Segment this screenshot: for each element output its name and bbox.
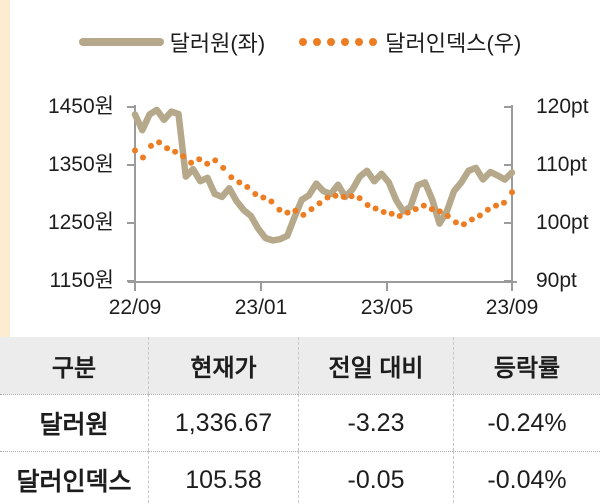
y-right-tick-110: 110pt bbox=[536, 153, 587, 176]
quote-table: 구분 현재가 전일 대비 등락률 달러원 1,336.67 -3.23 -0.2… bbox=[0, 337, 600, 504]
table-row-dxy-label: 달러인덱스 bbox=[0, 451, 148, 504]
dxy-dot bbox=[452, 219, 459, 226]
dxy-dot bbox=[212, 157, 219, 164]
dxy-dot bbox=[364, 202, 371, 208]
dxy-dot bbox=[372, 205, 379, 212]
legend-item-dxy: 달러인덱스(우) bbox=[299, 26, 521, 58]
table-header-price: 현재가 bbox=[148, 337, 298, 394]
table-row-krw-label: 달러원 bbox=[0, 394, 148, 451]
dxy-dot bbox=[268, 198, 275, 205]
legend-label-krw: 달러원(좌) bbox=[169, 31, 266, 56]
dxy-dot bbox=[244, 184, 251, 190]
dxy-dot bbox=[404, 209, 411, 216]
dxy-dot bbox=[380, 209, 387, 215]
krw-line-swatch-icon bbox=[78, 38, 164, 46]
y-left-tick-1350: 1350원 bbox=[47, 153, 114, 176]
dxy-dot bbox=[332, 192, 339, 199]
dxy-dot bbox=[420, 202, 427, 209]
dxy-dot bbox=[316, 200, 323, 207]
dxy-dot bbox=[468, 216, 475, 223]
krw-line-series bbox=[131, 106, 516, 244]
dxy-dot bbox=[276, 206, 283, 213]
dxy-dots-swatch-icon bbox=[299, 38, 378, 46]
dxy-dot bbox=[396, 213, 403, 219]
table-header-percent: 등락률 bbox=[453, 337, 600, 394]
dxy-dot bbox=[501, 199, 507, 206]
y-left-tick-1250: 1250원 bbox=[47, 211, 114, 234]
dxy-dot bbox=[460, 221, 467, 228]
dxy-dot bbox=[476, 212, 483, 219]
y-left-tick-1150: 1150원 bbox=[49, 269, 114, 292]
chart-legend: 달러원(좌) 달러인덱스(우) bbox=[0, 27, 600, 57]
dxy-dot bbox=[388, 210, 395, 217]
dxy-dot bbox=[260, 194, 267, 201]
legend-label-dxy: 달러인덱스(우) bbox=[385, 31, 522, 56]
x-tick-2301: 23/01 bbox=[234, 296, 288, 319]
dxy-dot bbox=[156, 139, 163, 146]
y-right-tick-100: 100pt bbox=[536, 211, 589, 234]
table-row-dxy-price: 105.58 bbox=[148, 451, 298, 504]
dxy-dot bbox=[188, 159, 195, 166]
dxy-dot bbox=[196, 156, 203, 163]
dxy-dot bbox=[484, 206, 491, 213]
table-row-dxy-change: -0.05 bbox=[298, 451, 453, 504]
x-tick-2309: 23/09 bbox=[485, 296, 539, 319]
y-left-tick-1450: 1450원 bbox=[47, 95, 114, 118]
table-header-gubun: 구분 bbox=[0, 337, 148, 394]
y-right-tick-90: 90pt bbox=[536, 269, 577, 292]
x-tick-2209: 22/09 bbox=[108, 296, 162, 319]
legend-item-krw: 달러원(좌) bbox=[78, 26, 266, 58]
dxy-dot bbox=[493, 202, 499, 209]
table-row-dxy-percent: -0.04% bbox=[453, 451, 600, 504]
dxy-dot bbox=[300, 211, 307, 218]
dxy-dot bbox=[236, 179, 243, 186]
left-accent-stripe bbox=[0, 0, 10, 337]
dxy-dot bbox=[140, 154, 146, 161]
dxy-dot bbox=[348, 193, 355, 200]
table-row-krw-price: 1,336.67 bbox=[148, 394, 298, 451]
dxy-dot bbox=[132, 147, 138, 154]
table-row-krw-percent: -0.24% bbox=[453, 394, 600, 451]
dxy-dot bbox=[180, 153, 187, 160]
fx-line-chart bbox=[127, 105, 517, 291]
dxy-dot bbox=[228, 174, 235, 181]
dxy-dot bbox=[148, 142, 154, 149]
dxy-dot bbox=[412, 206, 419, 213]
x-tick-2305: 23/05 bbox=[360, 296, 414, 319]
dxy-dot bbox=[204, 160, 211, 167]
dxy-dot bbox=[324, 194, 331, 201]
dxy-dot bbox=[340, 193, 347, 200]
y-right-tick-120: 120pt bbox=[536, 95, 589, 118]
dxy-dot bbox=[252, 191, 259, 197]
dxy-dot bbox=[284, 209, 291, 216]
dxy-dot bbox=[292, 207, 299, 214]
dxy-dot bbox=[172, 148, 179, 155]
table-row-krw-change: -3.23 bbox=[298, 394, 453, 451]
dxy-dot bbox=[164, 145, 171, 152]
dxy-dot bbox=[308, 206, 315, 213]
dxy-dot bbox=[428, 206, 435, 213]
table-header-change: 전일 대비 bbox=[298, 337, 453, 394]
dxy-dot bbox=[220, 164, 227, 171]
dxy-dot bbox=[356, 195, 363, 202]
dxy-dot bbox=[509, 189, 515, 196]
dxy-dot bbox=[436, 208, 443, 215]
dxy-dot bbox=[444, 213, 451, 219]
